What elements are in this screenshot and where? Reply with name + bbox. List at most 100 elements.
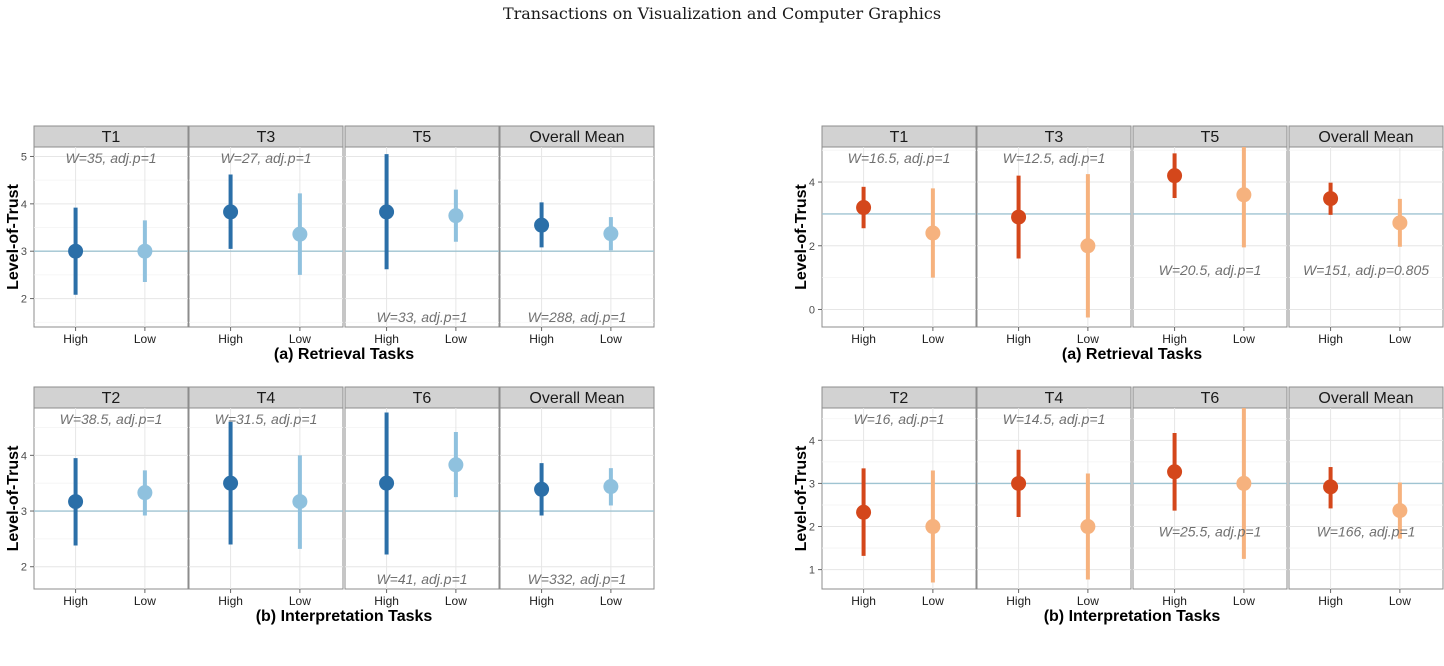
facet-panel [33, 407, 189, 590]
mean-point-high [1011, 209, 1027, 225]
x-tick-label: High [374, 332, 399, 346]
stat-annotation: W=38.5, adj.p=1 [60, 411, 163, 427]
y-tick-label: 4 [809, 435, 815, 447]
x-tick-label: Low [1233, 594, 1255, 608]
facet-panel [499, 146, 655, 328]
stat-annotation: W=166, adj.p=1 [1317, 524, 1416, 540]
mean-point-high [1167, 168, 1183, 184]
stat-annotation: W=288, adj.p=1 [528, 309, 627, 325]
facet-panel [499, 407, 655, 590]
facet-panel [344, 407, 500, 590]
facet-t4: T4 W=14.5, adj.p=1 High Low [976, 386, 1132, 608]
facet-t4: T4 W=31.5, adj.p=1 High Low [188, 386, 344, 608]
facet-t2: T2 W=16, adj.p=1 High Low 1 2 3 4 [809, 386, 977, 608]
journal-header: Transactions on Visualization and Comput… [502, 4, 942, 23]
facet-panel [33, 146, 189, 328]
facet-title: T1 [890, 129, 909, 146]
stat-annotation: W=35, adj.p=1 [65, 150, 156, 166]
y-tick-label: 4 [21, 199, 27, 211]
mean-point-low [603, 226, 619, 242]
stat-annotation: W=41, adj.p=1 [376, 571, 467, 587]
facet-panel [1132, 146, 1288, 328]
x-tick-label: High [851, 594, 876, 608]
stat-annotation: W=31.5, adj.p=1 [215, 411, 318, 427]
facet-title: Overall Mean [529, 390, 624, 407]
facet-title: T2 [890, 390, 909, 407]
x-tick-label: High [1318, 332, 1343, 346]
facet-title: T5 [1201, 129, 1220, 146]
chart-caption: (a) Retrieval Tasks [274, 346, 414, 363]
facet-t6: T6 W=25.5, adj.p=1 High Low [1132, 386, 1288, 608]
mean-point-high [856, 200, 872, 216]
mean-point-high [856, 504, 872, 520]
mean-point-high [68, 243, 84, 259]
x-tick-label: High [63, 332, 88, 346]
x-tick-label: Low [134, 332, 156, 346]
chart-caption: (a) Retrieval Tasks [1062, 346, 1202, 363]
facet-overall-mean: Overall Mean W=332, adj.p=1 High Low [499, 386, 655, 608]
stat-annotation: W=25.5, adj.p=1 [1159, 524, 1262, 540]
stat-annotation: W=27, adj.p=1 [220, 150, 311, 166]
facet-title: Overall Mean [1318, 390, 1413, 407]
facet-t1: T1 W=35, adj.p=1 High Low 2 3 4 5 [21, 125, 189, 346]
facet-title: T6 [413, 390, 432, 407]
x-tick-label: High [1162, 332, 1187, 346]
x-tick-label: High [374, 594, 399, 608]
facet-t2: T2 W=38.5, adj.p=1 High Low 2 3 4 [21, 386, 189, 608]
y-tick-label: 2 [809, 522, 815, 534]
x-tick-label: High [851, 332, 876, 346]
y-tick-label: 2 [809, 241, 815, 253]
facet-overall-mean: Overall Mean W=151, adj.p=0.805 High Low [1288, 125, 1444, 346]
x-tick-label: Low [600, 332, 622, 346]
x-tick-label: Low [1389, 332, 1411, 346]
mean-point-high [1323, 191, 1339, 207]
chart-caption: (b) Interpretation Tasks [256, 608, 433, 625]
x-tick-label: Low [600, 594, 622, 608]
x-tick-label: High [1162, 594, 1187, 608]
mean-point-high [223, 204, 239, 220]
x-tick-label: High [529, 594, 554, 608]
x-tick-label: High [1006, 332, 1031, 346]
facet-t5: T5 W=33, adj.p=1 High Low [344, 125, 500, 346]
stat-annotation: W=20.5, adj.p=1 [1159, 262, 1262, 278]
facet-title: T3 [257, 129, 276, 146]
x-tick-label: Low [445, 594, 467, 608]
stat-annotation: W=14.5, adj.p=1 [1003, 411, 1106, 427]
mean-point-high [1011, 475, 1027, 491]
facet-overall-mean: Overall Mean W=166, adj.p=1 High Low [1288, 386, 1444, 608]
x-tick-label: Low [134, 594, 156, 608]
mean-point-low [292, 226, 308, 242]
mean-point-low [448, 208, 464, 224]
x-tick-label: Low [1077, 594, 1099, 608]
facet-panel [1132, 407, 1288, 590]
y-tick-label: 3 [21, 246, 27, 258]
x-tick-label: High [63, 594, 88, 608]
mean-point-low [1080, 238, 1096, 254]
y-axis-label: Level-of-Trust [793, 445, 810, 551]
x-tick-label: Low [445, 332, 467, 346]
facet-title: T4 [1045, 390, 1064, 407]
x-tick-label: Low [1233, 332, 1255, 346]
mean-point-low [925, 225, 941, 241]
x-tick-label: High [1318, 594, 1343, 608]
facet-panel [344, 146, 500, 328]
facet-panel [821, 146, 977, 328]
mean-point-high [1167, 464, 1183, 480]
stat-annotation: W=332, adj.p=1 [528, 571, 627, 587]
x-tick-label: High [529, 332, 554, 346]
mean-point-low [925, 519, 941, 535]
y-tick-label: 4 [21, 450, 27, 462]
y-tick-label: 4 [809, 177, 815, 189]
x-tick-label: Low [289, 332, 311, 346]
chart-caption: (b) Interpretation Tasks [1044, 608, 1221, 625]
mean-point-high [68, 494, 84, 510]
facet-title: T1 [102, 129, 121, 146]
x-tick-label: Low [1077, 332, 1099, 346]
stat-annotation: W=33, adj.p=1 [376, 309, 467, 325]
y-tick-label: 2 [21, 562, 27, 574]
facet-t1: T1 W=16.5, adj.p=1 High Low 0 2 4 [809, 125, 977, 346]
stat-annotation: W=151, adj.p=0.805 [1303, 262, 1429, 278]
stat-annotation: W=16, adj.p=1 [853, 411, 944, 427]
mean-point-high [379, 475, 395, 491]
facet-panel [821, 407, 977, 590]
